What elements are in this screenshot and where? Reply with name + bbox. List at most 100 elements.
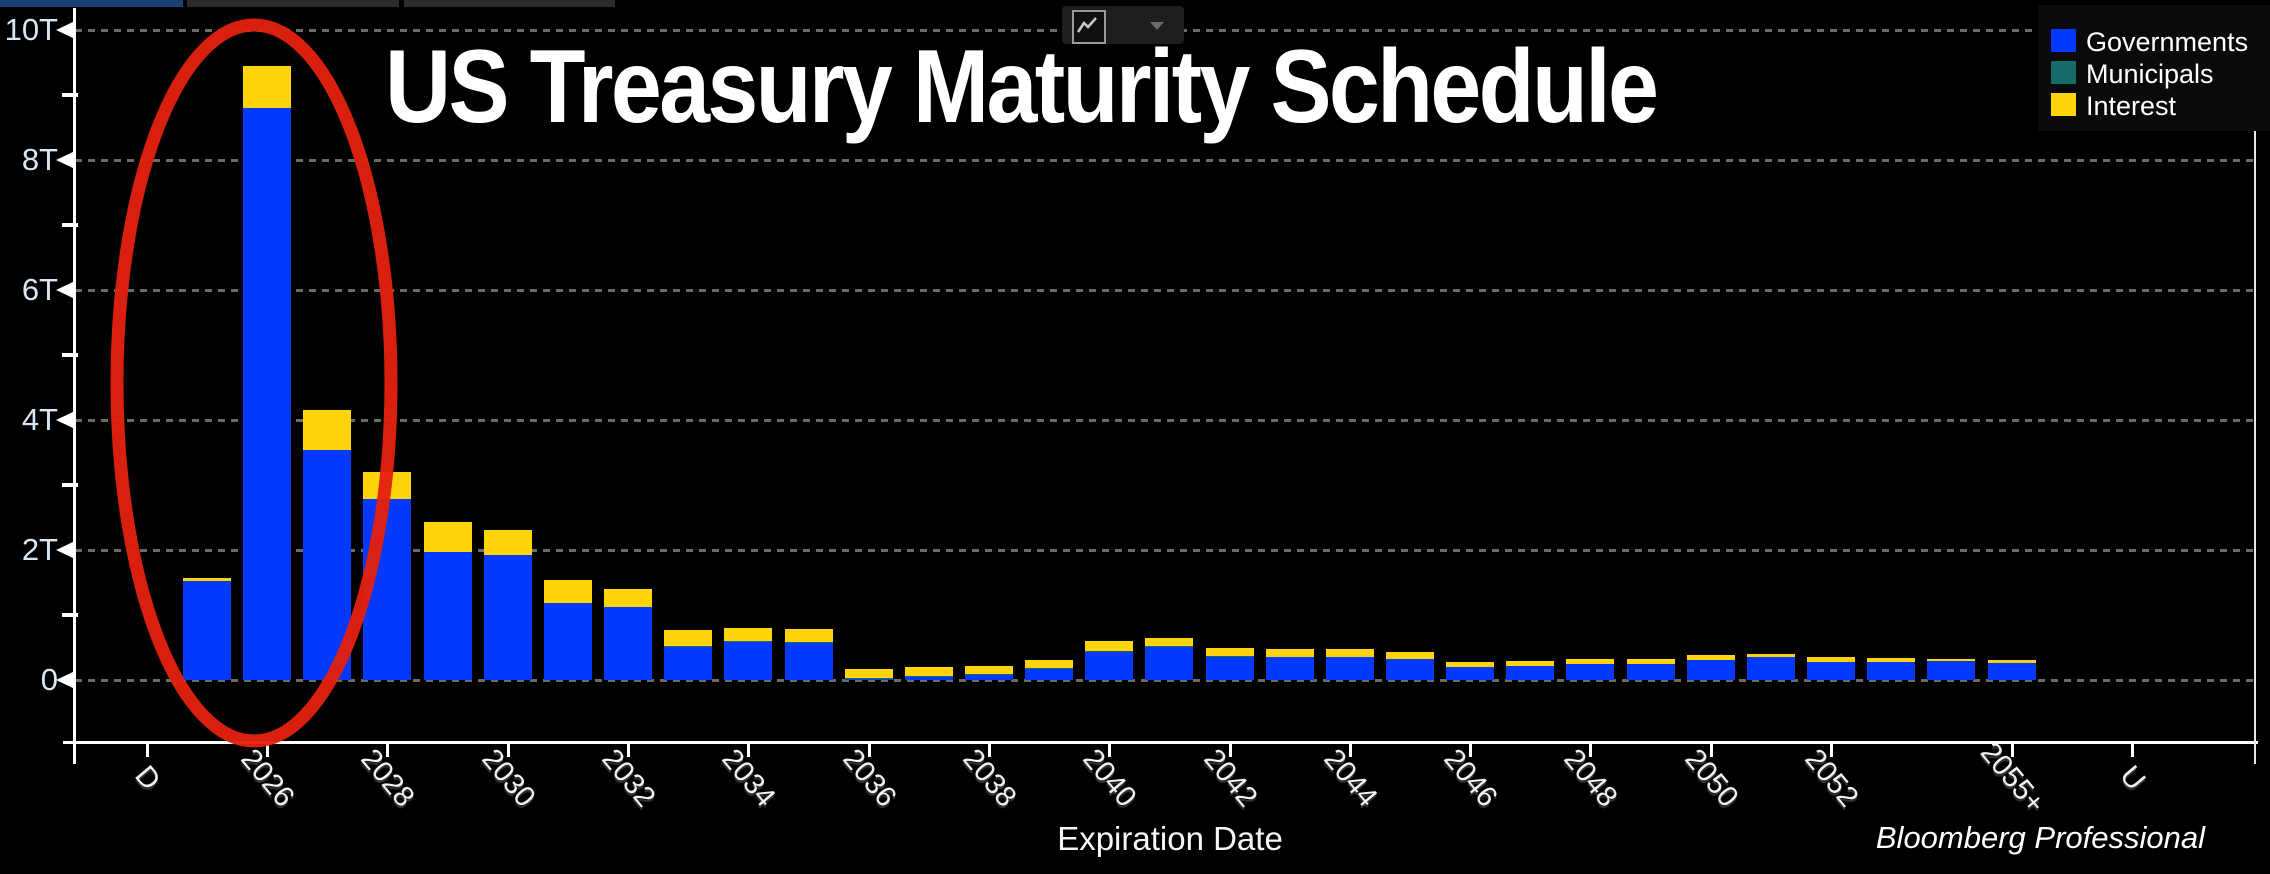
legend-item-interest[interactable]: Interest — [2038, 91, 2270, 121]
x-tick-2038 — [987, 744, 991, 757]
x-axis-title: Expiration Date — [1057, 820, 1283, 857]
bar-2035-municipals — [784, 642, 833, 643]
x-tick-2030 — [506, 744, 510, 757]
plot-right-border — [2254, 8, 2256, 764]
bar-2054-interest — [1927, 659, 1976, 661]
bar-2030-governments — [483, 555, 532, 680]
bar-2052-interest — [1807, 657, 1856, 662]
bar-2037-interest — [904, 667, 953, 676]
bar-2039-governments — [1025, 669, 1074, 680]
bar-2030-interest — [483, 530, 532, 555]
chart-legend: Governments Municipals Interest — [2038, 5, 2270, 131]
y-axis-line — [73, 8, 76, 764]
y-axis-label: 10T — [4, 12, 58, 47]
x-axis-label-2026: 2026 — [234, 743, 301, 814]
governments-swatch — [2051, 29, 2076, 52]
bar-2028-interest — [363, 472, 412, 499]
bar-2034-governments — [724, 642, 773, 680]
bar-2040-interest — [1085, 641, 1134, 651]
bar-2042-municipals — [1205, 656, 1254, 657]
x-axis-label-2038: 2038 — [956, 743, 1023, 814]
x-axis-label-U: U — [2113, 759, 2152, 797]
chart-toolbar — [1062, 6, 1184, 44]
municipals-swatch — [2051, 61, 2076, 84]
bar-2029-governments — [423, 552, 472, 680]
x-axis-label-2036: 2036 — [836, 743, 903, 814]
bar-2046-governments — [1446, 667, 1495, 680]
bar-2044-governments — [1325, 657, 1374, 680]
bar-2037-governments — [904, 677, 953, 680]
y-axis-label: 6T — [21, 272, 58, 307]
x-axis-label-2032: 2032 — [595, 743, 662, 814]
gridline-8T — [75, 159, 2256, 162]
x-axis-label-2030: 2030 — [475, 743, 542, 814]
y-axis-label: 0 — [40, 662, 58, 697]
bar-2032-interest — [604, 589, 653, 607]
x-axis-label-2042: 2042 — [1196, 743, 1263, 814]
bar-2036-interest — [844, 669, 893, 678]
x-tick-2048 — [1589, 744, 1593, 757]
x-tick-2050 — [1709, 744, 1713, 757]
bar-2029-interest — [423, 522, 472, 552]
y-tick-arrow — [56, 411, 75, 429]
bar-2038-interest — [964, 666, 1013, 674]
bar-2047-governments — [1506, 666, 1555, 680]
bar-2038-governments — [964, 675, 1013, 680]
y-tick-arrow — [56, 151, 75, 169]
bar-2051-interest — [1746, 654, 1795, 657]
x-axis-line — [63, 741, 2258, 744]
bar-2032-governments — [604, 607, 653, 680]
top-strip-segment — [0, 0, 183, 7]
legend-label: Municipals — [2086, 59, 2214, 89]
legend-label: Interest — [2086, 91, 2177, 121]
bar-2046-interest — [1446, 662, 1495, 667]
x-tick-2032 — [627, 744, 631, 757]
bar-2053-governments — [1867, 662, 1916, 680]
y-tick-arrow — [56, 541, 75, 559]
bar-2025-governments — [183, 581, 231, 680]
x-tick-D — [145, 744, 149, 757]
bar-2055+-interest — [1987, 660, 2036, 663]
y-axis-label: 4T — [21, 402, 58, 437]
bar-2041-municipals — [1145, 646, 1194, 647]
bar-2050-interest — [1686, 655, 1735, 660]
legend-item-governments[interactable]: Governments — [2038, 27, 2270, 57]
bar-2031-governments — [543, 603, 592, 680]
bar-2034-interest — [724, 628, 773, 641]
bar-2036-governments — [844, 679, 893, 680]
gridline-4T — [75, 419, 2256, 422]
x-axis-label-2044: 2044 — [1317, 743, 1384, 814]
bar-2042-interest — [1205, 648, 1254, 656]
bar-2035-interest — [784, 629, 833, 642]
caret-down-icon[interactable] — [1150, 22, 1164, 30]
x-tick-2052 — [1830, 744, 1834, 757]
bar-2038-municipals — [964, 674, 1013, 675]
legend-label: Governments — [2086, 27, 2249, 57]
legend-item-municipals[interactable]: Municipals — [2038, 59, 2270, 89]
bar-2047-interest — [1506, 661, 1555, 666]
line-chart-icon[interactable] — [1072, 10, 1106, 44]
gridline-0 — [75, 679, 2256, 682]
bar-2043-governments — [1265, 657, 1314, 680]
y-minor-tick — [62, 353, 78, 357]
bar-2050-governments — [1686, 660, 1735, 680]
interest-swatch — [2051, 93, 2076, 116]
bar-2045-governments — [1386, 659, 1434, 680]
y-axis-label: 8T — [21, 142, 58, 177]
bar-2040-governments — [1085, 652, 1134, 680]
bar-2040-municipals — [1085, 651, 1134, 652]
x-tick-2046 — [1469, 744, 1473, 757]
bar-2044-interest — [1325, 649, 1374, 657]
y-tick-arrow — [56, 281, 75, 299]
bar-2048-governments — [1566, 664, 1615, 680]
x-tick-2042 — [1228, 744, 1232, 757]
gridline-2T — [75, 549, 2256, 552]
x-tick-2044 — [1348, 744, 1352, 757]
x-axis-label-2034: 2034 — [715, 743, 782, 814]
x-tick-2036 — [867, 744, 871, 757]
bar-2033-municipals — [664, 646, 713, 647]
bar-2033-governments — [664, 647, 713, 680]
x-tick-2040 — [1108, 744, 1112, 757]
bar-2049-governments — [1626, 664, 1675, 680]
